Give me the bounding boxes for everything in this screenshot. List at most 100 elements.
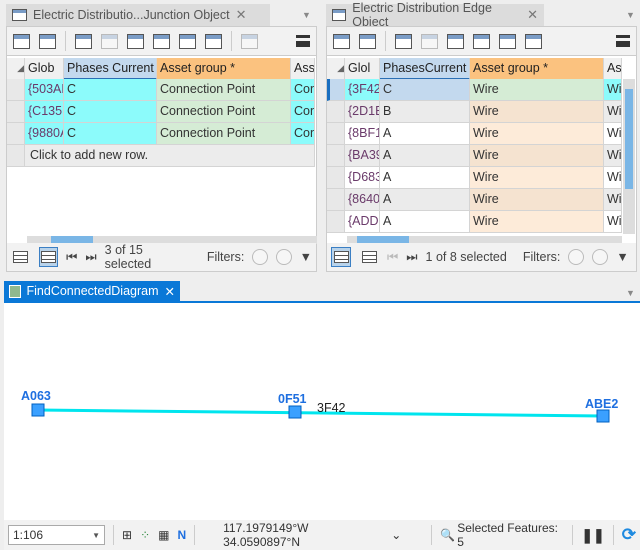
row-header[interactable] <box>327 167 345 189</box>
diagram-node[interactable] <box>596 409 610 423</box>
add-row-icon[interactable] <box>333 33 350 49</box>
select-all-corner[interactable]: ◢ <box>327 58 345 80</box>
row-header[interactable] <box>327 145 345 167</box>
show-selected-icon[interactable] <box>395 33 412 49</box>
table-cell[interactable]: Wi <box>604 211 622 233</box>
table-cell[interactable]: Wire <box>470 79 604 101</box>
clear-selection-icon[interactable] <box>473 33 490 49</box>
north-arrow-icon[interactable]: N <box>177 528 187 542</box>
table-cell[interactable]: A <box>380 189 470 211</box>
paste-icon[interactable] <box>241 33 258 49</box>
table-cell[interactable]: C <box>64 123 157 145</box>
delete-row-icon[interactable] <box>359 33 376 49</box>
pause-icon[interactable]: ❚❚ <box>581 526 605 543</box>
horizontal-scrollbar[interactable] <box>347 236 622 244</box>
filter-icon[interactable]: ▼ <box>616 250 629 264</box>
table-cell[interactable]: Wire <box>470 101 604 123</box>
table-cell[interactable]: Connection Point <box>157 101 291 123</box>
row-header[interactable] <box>7 79 25 101</box>
table-cell[interactable]: C <box>380 79 470 101</box>
table-cell[interactable]: {ADD <box>345 211 380 233</box>
row-header[interactable] <box>7 123 25 145</box>
table-cell[interactable]: {BA39 <box>345 145 380 167</box>
table-cell[interactable]: {9880A <box>25 123 64 145</box>
selected-records-view-button[interactable] <box>38 247 59 267</box>
range-filter-icon[interactable] <box>275 249 292 265</box>
table-cell[interactable]: Wi <box>604 123 622 145</box>
last-record-icon[interactable]: ⏭ <box>85 249 97 264</box>
table-cell[interactable]: Connection Point <box>157 79 291 101</box>
delete-selected-icon[interactable] <box>179 33 196 49</box>
table-cell[interactable]: Wire <box>470 123 604 145</box>
selected-records-view-button[interactable] <box>359 247 379 267</box>
header-row[interactable]: ◢ Glol PhasesCurrent Asset group * As <box>327 58 622 80</box>
add-row-icon[interactable] <box>13 33 30 49</box>
table-row[interactable]: {ADD A Wire Wi <box>327 211 622 233</box>
table-cell[interactable]: Wi <box>604 101 622 123</box>
row-header[interactable] <box>7 101 25 123</box>
table-row[interactable]: {3F42 C Wire Wi <box>327 79 622 101</box>
diagram-node[interactable] <box>288 405 302 419</box>
add-new-row[interactable]: Click to add new row. <box>7 145 315 167</box>
delete-row-icon[interactable] <box>39 33 56 49</box>
zoom-to-selection-icon[interactable] <box>101 33 118 49</box>
column-header[interactable]: Glob <box>25 58 64 80</box>
last-record-icon[interactable]: ⏭ <box>406 249 418 264</box>
scale-select[interactable]: 1:106 ▼ <box>8 525 106 545</box>
table-row[interactable]: {BA39 A Wire Wi <box>327 145 622 167</box>
column-header[interactable]: Asset group * <box>470 58 604 80</box>
first-record-icon[interactable]: ⏮ <box>387 249 399 264</box>
column-header[interactable]: Glol <box>345 58 380 80</box>
tab-edge-table[interactable]: Electric Distribution Edge Object ✕ <box>326 1 544 29</box>
table-cell[interactable]: {2D1E <box>345 101 380 123</box>
grid-icon[interactable]: ▦ <box>158 528 170 542</box>
table-cell[interactable]: Wire <box>470 167 604 189</box>
range-filter-icon[interactable] <box>592 249 609 265</box>
diagram-view[interactable]: A063 0F51 ABE2 3F42 <box>4 301 640 520</box>
clear-selection-icon[interactable] <box>153 33 170 49</box>
filter-icon[interactable]: ▼ <box>299 250 313 264</box>
column-header[interactable]: Asset group * <box>157 58 291 80</box>
table-cell[interactable]: {8640 <box>345 189 380 211</box>
diagram-edge[interactable] <box>37 408 604 418</box>
column-header[interactable]: PhasesCurrent <box>380 58 470 80</box>
switch-selection-icon[interactable] <box>447 33 464 49</box>
column-header[interactable]: Phases Current <box>64 58 157 80</box>
table-cell[interactable]: Con <box>291 123 315 145</box>
close-icon[interactable]: ✕ <box>235 7 247 22</box>
table-cell[interactable]: Wire <box>470 189 604 211</box>
select-all-corner[interactable]: ◢ <box>7 58 25 80</box>
table-row[interactable]: {D683 A Wire Wi <box>327 167 622 189</box>
table-cell[interactable]: Wi <box>604 79 622 101</box>
copy-icon[interactable] <box>205 33 222 49</box>
header-row[interactable]: ◢ Glob Phases Current Asset group * Ass <box>7 58 315 80</box>
table-row[interactable]: {2D1E B Wire Wi <box>327 101 622 123</box>
zoom-to-selection-icon[interactable] <box>421 33 438 49</box>
table-cell[interactable]: {D683 <box>345 167 380 189</box>
add-grid-icon[interactable]: ⊞ <box>122 528 133 542</box>
chevron-down-icon[interactable]: ▼ <box>626 10 635 20</box>
row-header[interactable] <box>327 101 345 123</box>
switch-selection-icon[interactable] <box>127 33 144 49</box>
table-cell[interactable]: C <box>64 79 157 101</box>
table-cell[interactable]: Connection Point <box>157 123 291 145</box>
table-cell[interactable]: Wi <box>604 189 622 211</box>
vertical-scrollbar[interactable] <box>623 79 635 234</box>
tab-find-connected-diagram[interactable]: FindConnectedDiagram ✕ <box>4 281 180 301</box>
table-cell[interactable]: B <box>380 101 470 123</box>
table-cell[interactable]: Wire <box>470 145 604 167</box>
chevron-down-icon[interactable]: ▼ <box>626 288 635 298</box>
add-row-prompt[interactable]: Click to add new row. <box>25 145 315 167</box>
first-record-icon[interactable]: ⏮ <box>66 249 78 264</box>
table-cell[interactable]: Wi <box>604 145 622 167</box>
table-cell[interactable]: C <box>64 101 157 123</box>
table-cell[interactable]: Con <box>291 101 315 123</box>
close-icon[interactable]: ✕ <box>527 7 538 22</box>
row-header[interactable] <box>327 79 345 101</box>
table-cell[interactable]: Wi <box>604 167 622 189</box>
table-cell[interactable]: A <box>380 167 470 189</box>
all-records-view-button[interactable] <box>11 247 31 267</box>
show-selected-icon[interactable] <box>75 33 92 49</box>
